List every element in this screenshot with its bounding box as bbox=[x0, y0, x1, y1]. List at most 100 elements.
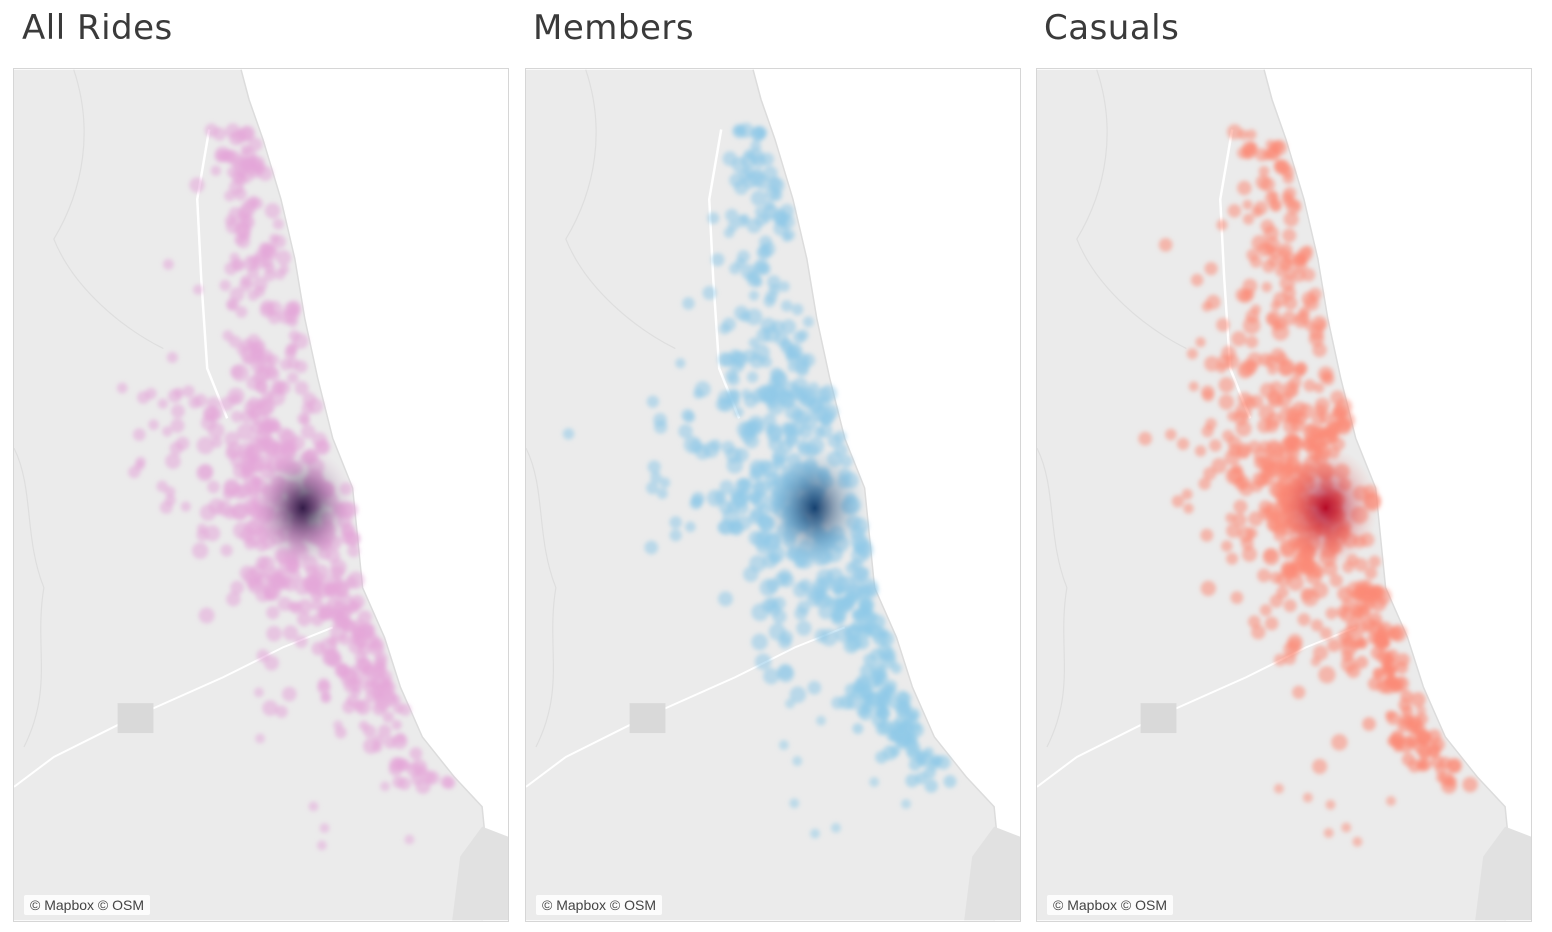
ride-dot bbox=[1416, 705, 1427, 716]
ride-dot bbox=[1327, 638, 1341, 652]
ride-dot bbox=[1216, 318, 1230, 332]
map-attribution[interactable]: © Mapbox © OSM bbox=[24, 895, 150, 915]
ride-dot bbox=[763, 203, 779, 219]
ride-dot bbox=[760, 317, 777, 334]
ride-dot bbox=[244, 453, 258, 466]
ride-dot bbox=[308, 801, 319, 812]
ride-dot bbox=[779, 630, 794, 645]
ride-dot bbox=[1242, 213, 1255, 225]
ride-dot bbox=[684, 411, 696, 423]
ride-dot bbox=[333, 610, 344, 622]
ride-dot bbox=[411, 759, 428, 775]
ride-dot bbox=[198, 607, 215, 624]
ride-dot bbox=[843, 638, 860, 654]
ride-dot bbox=[1264, 237, 1281, 253]
ride-dot bbox=[297, 598, 313, 615]
ride-dot bbox=[196, 529, 209, 542]
ride-dot bbox=[878, 690, 891, 703]
ride-dot bbox=[787, 361, 798, 373]
ride-dot bbox=[904, 740, 921, 757]
ride-dot bbox=[203, 407, 217, 421]
ride-dot bbox=[294, 381, 309, 396]
ride-dot bbox=[248, 195, 260, 207]
ride-dot bbox=[1352, 836, 1363, 847]
ride-dot bbox=[1269, 198, 1282, 211]
ride-dot bbox=[814, 628, 829, 643]
ride-dot bbox=[188, 396, 201, 409]
ride-dot bbox=[237, 205, 253, 220]
ride-dot bbox=[1260, 219, 1275, 234]
ride-dot bbox=[751, 603, 770, 622]
map-title-casuals: Casuals bbox=[1044, 8, 1180, 48]
ride-dot bbox=[231, 170, 244, 184]
ride-dot bbox=[743, 149, 755, 160]
ride-dot bbox=[797, 329, 809, 341]
ride-dot bbox=[1312, 758, 1328, 775]
ride-dot bbox=[789, 798, 800, 809]
ride-dot bbox=[739, 478, 754, 493]
ride-dot bbox=[267, 420, 281, 434]
ride-dot bbox=[766, 275, 781, 289]
ride-dot bbox=[1341, 598, 1355, 612]
ride-dot bbox=[1267, 390, 1282, 405]
ride-dot bbox=[721, 440, 735, 455]
map-attribution[interactable]: © Mapbox © OSM bbox=[1047, 895, 1173, 915]
map-panel-members[interactable]: © Mapbox © OSM bbox=[525, 68, 1021, 922]
ride-dot bbox=[1297, 613, 1311, 627]
ride-dot bbox=[1227, 435, 1242, 450]
boundary-line bbox=[526, 447, 557, 748]
ride-dot bbox=[1276, 572, 1291, 587]
ride-dot bbox=[263, 440, 281, 458]
river bbox=[196, 129, 229, 419]
ride-dot bbox=[1299, 306, 1310, 317]
ride-dot bbox=[382, 681, 396, 694]
ride-dot bbox=[1304, 423, 1316, 435]
ride-dot bbox=[248, 409, 260, 421]
ride-dot bbox=[748, 337, 760, 349]
ride-dot bbox=[253, 687, 264, 698]
ride-dot bbox=[852, 723, 864, 735]
density-map-casuals bbox=[1037, 69, 1531, 921]
map-attribution[interactable]: © Mapbox © OSM bbox=[536, 895, 662, 915]
ride-dot bbox=[1346, 663, 1361, 679]
park-area bbox=[117, 703, 154, 734]
ride-dot bbox=[182, 385, 195, 398]
map-title-all-rides: All Rides bbox=[22, 8, 173, 48]
ride-dot bbox=[272, 570, 290, 588]
ride-dot bbox=[270, 381, 285, 396]
ride-dot bbox=[749, 353, 765, 369]
ride-dot bbox=[334, 582, 350, 598]
map-panel-casuals[interactable]: © Mapbox © OSM bbox=[1036, 68, 1532, 922]
ride-dot bbox=[1310, 656, 1321, 667]
ride-dot bbox=[856, 542, 874, 559]
ride-dot bbox=[222, 330, 234, 342]
ride-dot bbox=[382, 711, 394, 723]
ride-dot bbox=[719, 479, 734, 495]
ride-dot bbox=[737, 489, 751, 503]
ride-dot bbox=[898, 701, 912, 714]
ride-dot bbox=[180, 501, 191, 512]
ride-dot bbox=[229, 287, 245, 302]
ride-dot bbox=[1419, 750, 1430, 762]
ride-dot bbox=[748, 492, 762, 505]
ride-dot bbox=[236, 234, 251, 249]
ride-dot bbox=[1275, 317, 1287, 330]
ride-dot bbox=[763, 413, 777, 427]
ride-dot bbox=[317, 680, 331, 695]
density-hotspot bbox=[1274, 446, 1378, 570]
ride-dot bbox=[915, 772, 928, 785]
ride-dot bbox=[737, 250, 750, 264]
ride-dot bbox=[1354, 620, 1368, 635]
ride-dot bbox=[1273, 653, 1287, 667]
ride-dot bbox=[283, 301, 299, 318]
ride-dot bbox=[170, 418, 185, 433]
ride-dot bbox=[1312, 645, 1329, 661]
ride-dot bbox=[145, 387, 157, 400]
ride-dot bbox=[284, 347, 297, 360]
ride-dot bbox=[748, 420, 760, 431]
map-panel-all-rides[interactable]: © Mapbox © OSM bbox=[13, 68, 509, 922]
ride-dot bbox=[333, 720, 343, 731]
ride-dot bbox=[1444, 775, 1457, 788]
ride-dot bbox=[741, 388, 752, 400]
ride-dot bbox=[1218, 394, 1235, 410]
